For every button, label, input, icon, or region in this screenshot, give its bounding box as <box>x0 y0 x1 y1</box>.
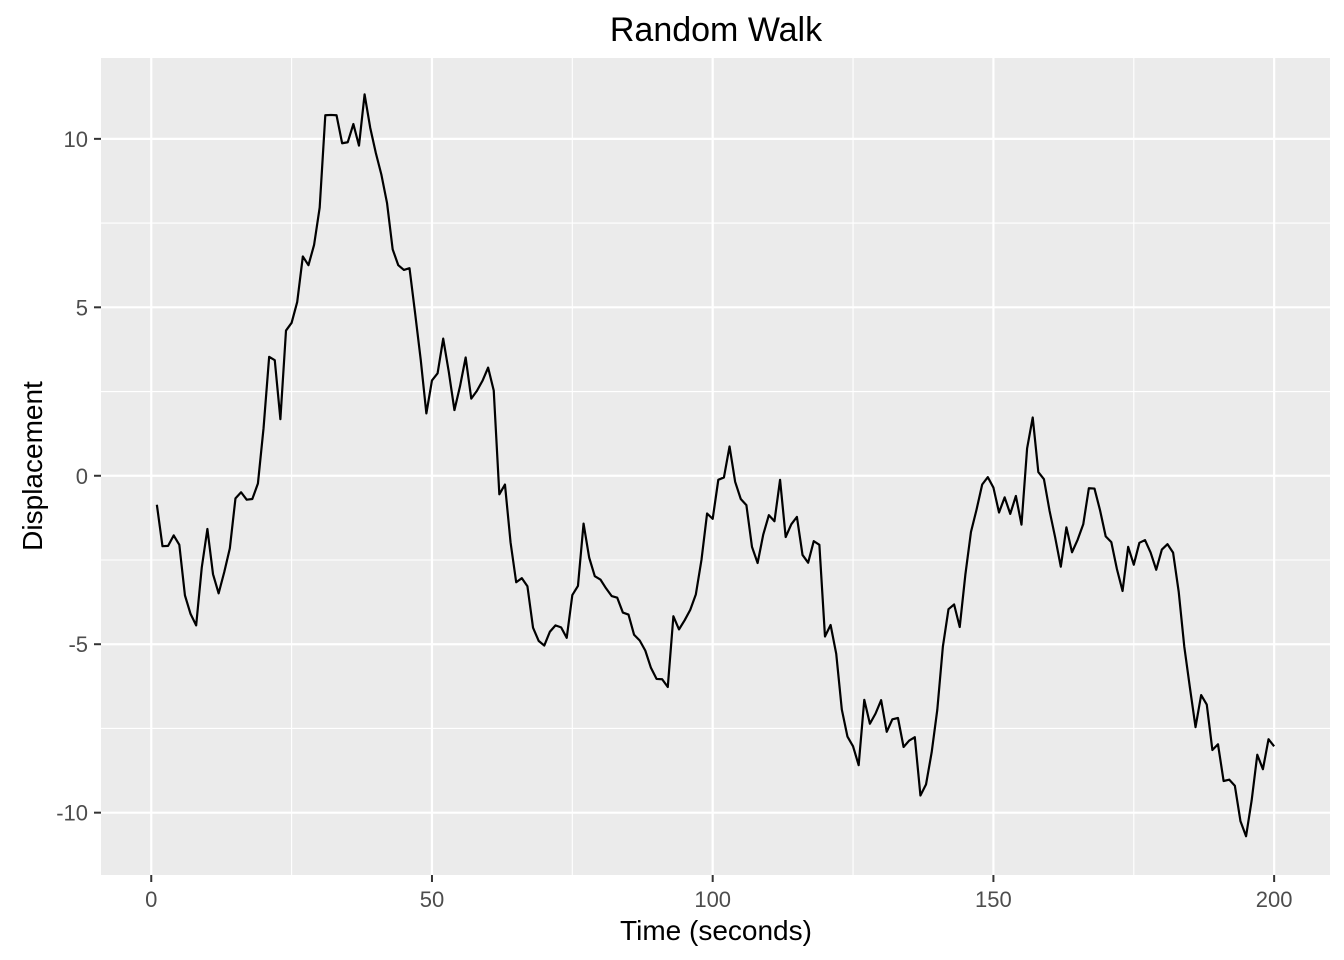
y-tick-label: -10 <box>56 801 88 826</box>
x-axis-title: Time (seconds) <box>620 915 812 946</box>
y-axis-title: Displacement <box>17 381 48 551</box>
y-axis-tick-labels: -10 -5 0 5 10 <box>56 127 88 826</box>
y-tick-label: 0 <box>76 464 88 489</box>
x-tick-label: 200 <box>1256 887 1293 912</box>
x-tick-label: 150 <box>975 887 1012 912</box>
plot-panel <box>101 58 1330 875</box>
y-tick-label: 10 <box>64 127 88 152</box>
x-tick-label: 0 <box>145 887 157 912</box>
x-tick-label: 50 <box>420 887 444 912</box>
y-tick-label: 5 <box>76 295 88 320</box>
y-tick-label: -5 <box>68 632 88 657</box>
x-tick-label: 100 <box>694 887 731 912</box>
x-axis-tick-labels: 0 50 100 150 200 <box>145 887 1292 912</box>
chart-title: Random Walk <box>610 11 823 49</box>
